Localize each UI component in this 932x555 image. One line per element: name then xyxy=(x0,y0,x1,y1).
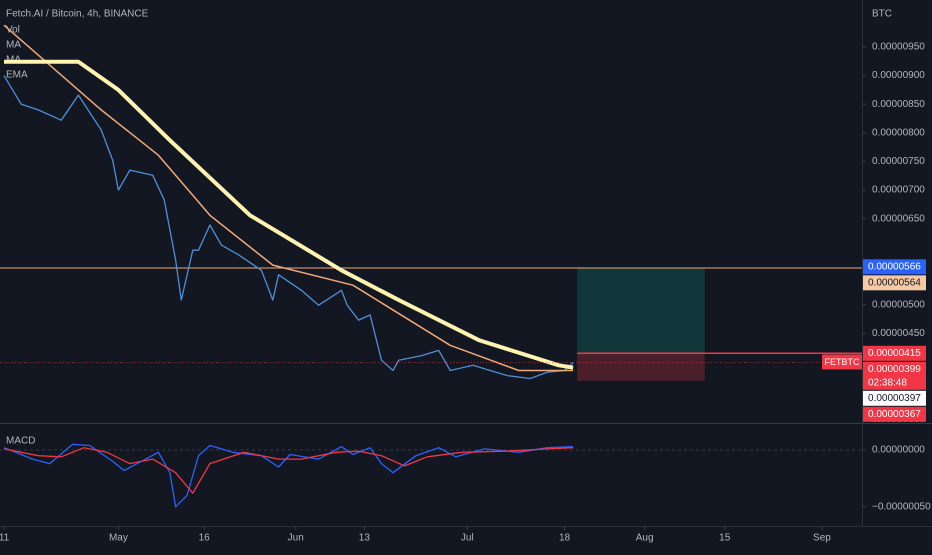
y-tick-label: 0.00000650 xyxy=(872,213,925,224)
x-tick-label: 15 xyxy=(719,533,731,544)
legend-entry: EMA xyxy=(6,70,28,81)
symbol-badge xyxy=(822,354,862,370)
chart-title[interactable]: Fetch.AI / Bitcoin, 4h, BINANCE xyxy=(6,9,149,20)
y-tick-label: 0.00000700 xyxy=(872,185,925,196)
x-tick-label: Aug xyxy=(636,533,654,544)
y-tick-label: −0.00000050 xyxy=(872,501,931,512)
y-tick-label: 0.00000900 xyxy=(872,70,925,81)
countdown: 02:38:48 xyxy=(868,377,907,388)
series-line xyxy=(3,447,574,494)
price-badge xyxy=(863,406,926,422)
y-tick-label: 0.00000850 xyxy=(872,99,925,110)
x-tick-label: May xyxy=(109,533,128,544)
series-line xyxy=(3,75,574,380)
y-tick-label: 0.00000000 xyxy=(872,445,925,456)
x-tick-label: Jul xyxy=(461,533,474,544)
y-tick-label: 0.00000450 xyxy=(872,328,925,339)
price-badge-label: 0.00000564 xyxy=(868,277,921,288)
x-tick-label: 16 xyxy=(199,533,211,544)
price-badge-label: 0.00000367 xyxy=(868,409,921,420)
price-badge-label: 0.00000415 xyxy=(868,348,921,359)
price-badge xyxy=(863,390,926,406)
legend-entry: Vol xyxy=(6,25,20,36)
x-tick-label: Jun xyxy=(288,533,304,544)
x-tick-label: 18 xyxy=(559,533,571,544)
legend-entry: MA xyxy=(6,40,21,51)
price-badge xyxy=(863,275,926,291)
price-badge-label: 0.00000566 xyxy=(868,261,921,272)
loss-zone xyxy=(577,353,705,381)
series-line xyxy=(4,59,574,370)
price-badge xyxy=(863,259,926,275)
price-unit: BTC xyxy=(872,9,892,20)
price-badge xyxy=(863,345,926,361)
price-badge-label: 0.00000399 xyxy=(868,364,921,375)
y-tick-label: 0.00000800 xyxy=(872,127,925,138)
y-tick-label: 0.00000950 xyxy=(872,42,925,53)
symbol-label: FETBTC xyxy=(825,357,860,367)
price-badge xyxy=(863,361,926,390)
x-tick-label: 13 xyxy=(359,533,371,544)
y-tick-label: 0.00000500 xyxy=(872,299,925,310)
macd-title[interactable]: MACD xyxy=(6,436,35,447)
price-badge-label: 0.00000397 xyxy=(868,393,921,404)
profit-zone xyxy=(577,267,705,354)
x-tick-label: Sep xyxy=(813,533,831,544)
x-tick-label: 11 xyxy=(0,533,10,544)
y-tick-label: 0.00000750 xyxy=(872,156,925,167)
